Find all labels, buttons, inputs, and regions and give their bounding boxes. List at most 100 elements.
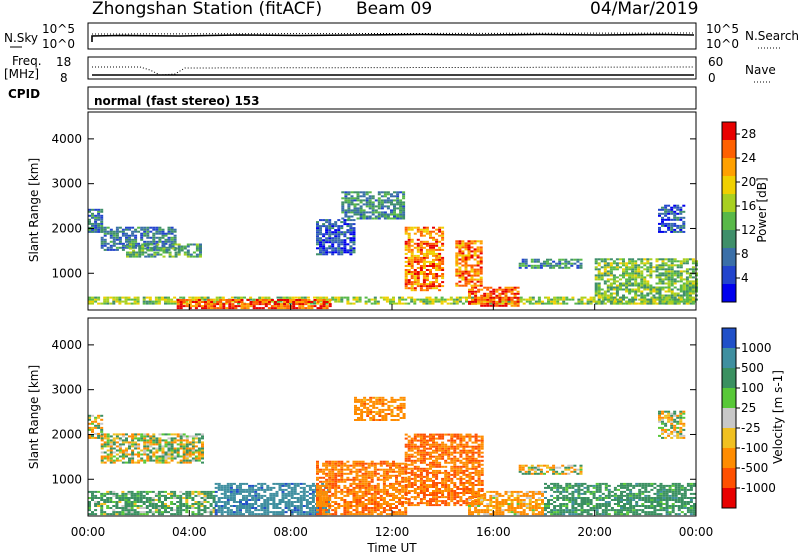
echo-cell <box>646 262 649 264</box>
echo-cell <box>637 285 640 287</box>
echo-cell <box>231 303 234 305</box>
echo-cell <box>674 303 677 305</box>
echo-cell <box>505 299 508 301</box>
echo-cell <box>402 191 405 193</box>
echo-cell <box>119 227 122 229</box>
echo-cell <box>559 299 562 301</box>
echo-cell <box>125 297 128 299</box>
echo-cell <box>144 252 147 254</box>
echo-cell <box>455 265 458 267</box>
echo-cell <box>423 492 426 494</box>
echo-cell <box>659 268 662 270</box>
echo-cell <box>455 242 458 244</box>
echo-cell <box>670 211 673 213</box>
echo-cell <box>265 301 268 303</box>
echo-cell <box>171 458 174 460</box>
echo-cell <box>328 503 331 505</box>
echo-cell <box>665 268 668 270</box>
echo-cell <box>177 454 180 456</box>
echo-cell <box>176 507 179 509</box>
echo-cell <box>435 277 438 279</box>
echo-cell <box>365 503 368 505</box>
echo-cell <box>269 499 272 501</box>
echo-cell <box>661 231 664 233</box>
echo-cell <box>146 450 149 452</box>
echo-cell <box>248 485 251 487</box>
echo-cell <box>325 465 328 467</box>
echo-cell <box>173 497 176 499</box>
echo-cell <box>346 489 349 491</box>
echo-cell <box>224 507 227 509</box>
echo-cell <box>649 258 652 260</box>
echo-cell <box>328 235 331 237</box>
echo-cell <box>360 413 363 415</box>
echo-cell <box>171 437 174 439</box>
echo-cell <box>158 499 161 501</box>
echo-cell <box>371 509 374 511</box>
echo-cell <box>378 214 381 216</box>
echo-cell <box>113 239 116 241</box>
echo-cell <box>380 297 383 299</box>
echo-cell <box>414 446 417 448</box>
echo-cell <box>292 305 295 307</box>
echo-cell <box>389 471 392 473</box>
echo-cell <box>319 233 322 235</box>
echo-cell <box>432 261 435 263</box>
echo-cell <box>165 233 168 235</box>
echo-cell <box>468 283 471 285</box>
echo-cell <box>260 505 263 507</box>
echo-cell <box>121 301 124 303</box>
echo-cell <box>125 237 128 239</box>
echo-cell <box>546 265 549 267</box>
echo-cell <box>158 448 161 450</box>
echo-cell <box>128 509 131 511</box>
echo-cell <box>477 281 480 283</box>
echo-cell <box>155 437 158 439</box>
echo-cell <box>331 245 334 247</box>
echo-cell <box>344 209 347 211</box>
echo-cell <box>360 403 363 405</box>
echo-cell <box>204 299 207 301</box>
echo-cell <box>646 280 649 282</box>
echo-cell <box>561 263 564 265</box>
echo-cell <box>380 507 383 509</box>
echo-cell <box>649 266 652 268</box>
echo-cell <box>106 505 109 507</box>
echo-cell <box>650 297 653 299</box>
echo-cell <box>245 507 248 509</box>
echo-cell <box>369 216 372 218</box>
echo-cell <box>401 503 404 505</box>
echo-cell <box>619 301 622 303</box>
echo-cell <box>420 261 423 263</box>
echo-cell <box>610 297 613 299</box>
echo-cell <box>218 501 221 503</box>
echo-cell <box>664 207 667 209</box>
echo-cell <box>242 497 245 499</box>
echo-cell <box>343 235 346 237</box>
echo-cell <box>686 276 689 278</box>
echo-cell <box>344 199 347 201</box>
echo-cell <box>179 513 182 515</box>
echo-cell <box>180 437 183 439</box>
echo-cell <box>354 401 357 403</box>
echo-cell <box>435 281 438 283</box>
echo-cell <box>531 259 534 261</box>
echo-cell <box>686 272 689 274</box>
echo-cell <box>234 297 237 299</box>
echo-cell <box>480 277 483 279</box>
echo-cell <box>250 301 253 303</box>
echo-cell <box>236 509 239 511</box>
echo-cell <box>152 491 155 493</box>
echo-cell <box>456 301 459 303</box>
echo-cell <box>107 227 110 229</box>
echo-cell <box>279 511 282 513</box>
echo-cell <box>134 497 137 499</box>
echo-cell <box>640 295 643 297</box>
echo-cell <box>176 513 179 515</box>
echo-cell <box>371 513 374 515</box>
echo-cell <box>319 237 322 239</box>
echo-cell <box>222 305 225 307</box>
echo-cell <box>386 513 389 515</box>
echo-cell <box>486 289 489 291</box>
echo-cell <box>301 307 304 309</box>
